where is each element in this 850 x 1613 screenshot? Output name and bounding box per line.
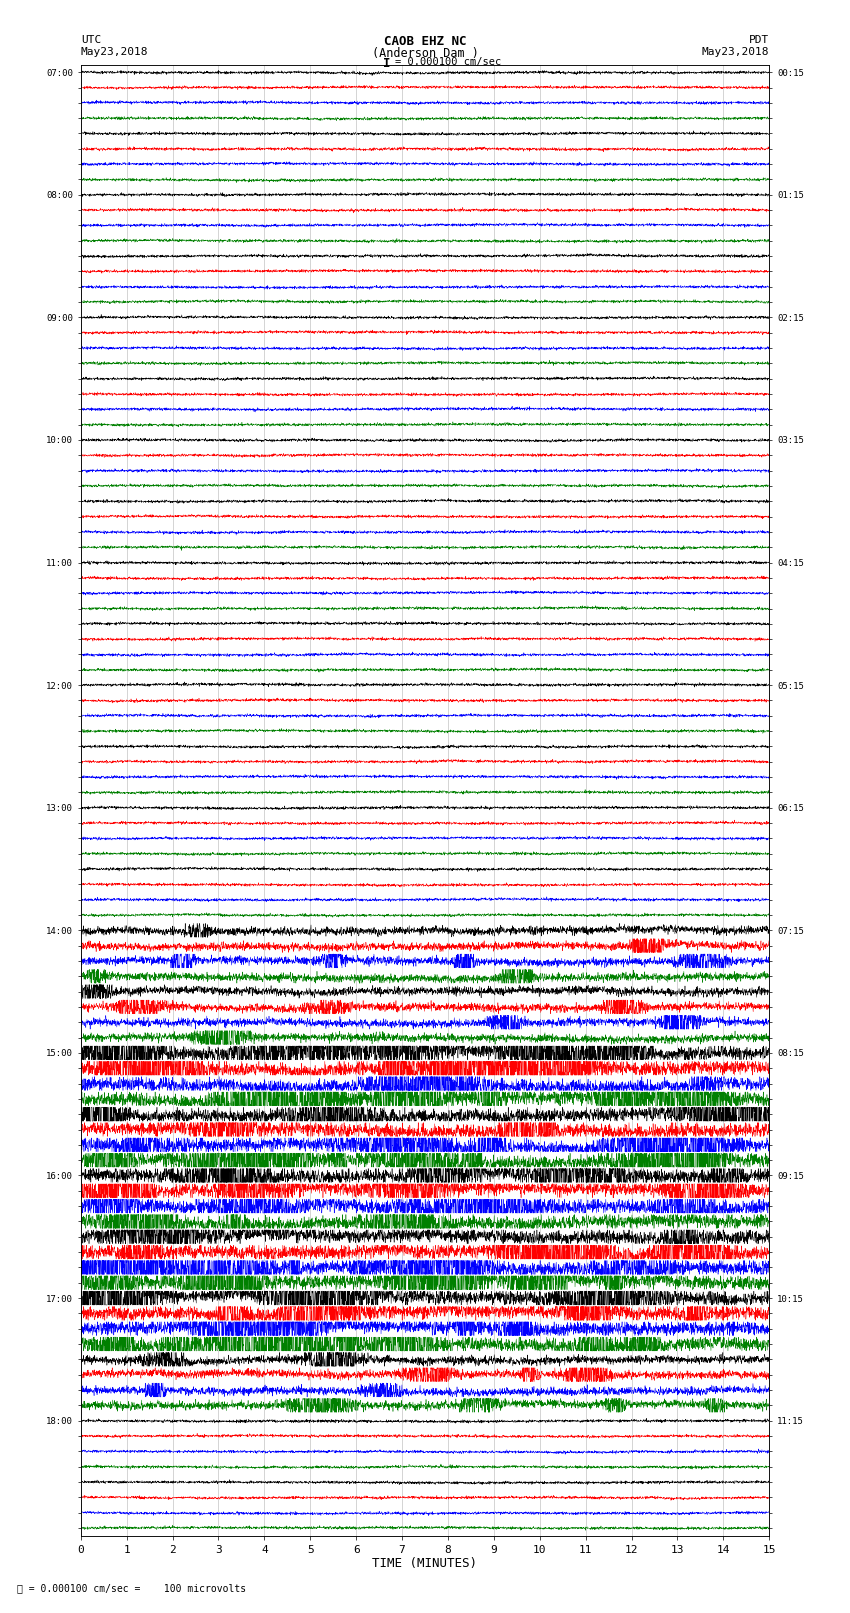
Text: ⨽ = 0.000100 cm/sec =    100 microvolts: ⨽ = 0.000100 cm/sec = 100 microvolts xyxy=(17,1584,246,1594)
Text: May23,2018: May23,2018 xyxy=(702,47,769,56)
Text: = 0.000100 cm/sec: = 0.000100 cm/sec xyxy=(395,58,501,68)
Text: May23,2018: May23,2018 xyxy=(81,47,148,56)
Text: CAOB EHZ NC: CAOB EHZ NC xyxy=(383,35,467,48)
Text: (Anderson Dam ): (Anderson Dam ) xyxy=(371,47,479,60)
Text: UTC: UTC xyxy=(81,35,101,45)
Text: I: I xyxy=(383,58,390,71)
Text: PDT: PDT xyxy=(749,35,769,45)
X-axis label: TIME (MINUTES): TIME (MINUTES) xyxy=(372,1558,478,1571)
